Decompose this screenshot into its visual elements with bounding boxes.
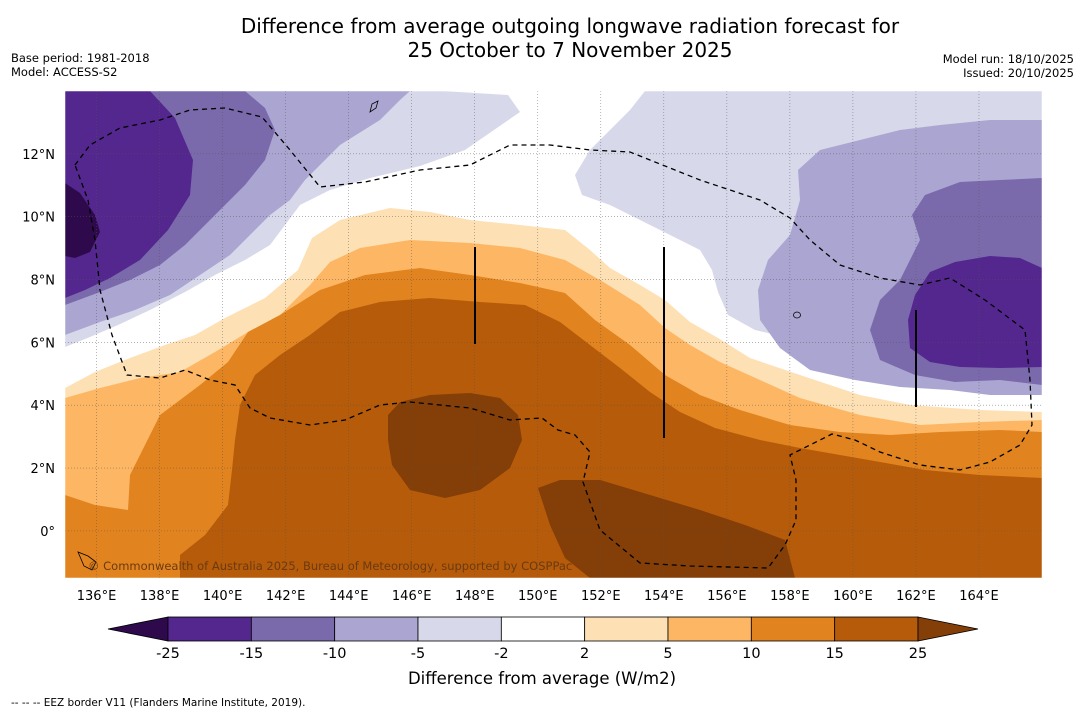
colorbar-segment — [334, 616, 419, 642]
colorbar-tick-label: 25 — [909, 646, 927, 662]
colorbar-segment — [250, 616, 336, 642]
colorbar-segment — [167, 616, 252, 642]
issued-date: Issued: 20/10/2025 — [963, 66, 1074, 80]
longitude-tick-label: 150°E — [518, 589, 558, 604]
run-info: Model run: 18/10/2025 Issued: 20/10/2025 — [943, 52, 1074, 80]
model-run: Model run: 18/10/2025 — [942, 52, 1074, 66]
map-frame — [64, 90, 1043, 579]
colorbar-segment — [500, 616, 586, 642]
colorbar-title: Difference from average (W/m2) — [408, 669, 676, 688]
copyright-text: © Commonwealth of Australia 2025, Bureau… — [88, 559, 572, 573]
longitude-tick-label: 156°E — [707, 589, 747, 604]
contour-neg-15 — [65, 91, 193, 298]
colorbar-tick-label: -10 — [323, 646, 347, 662]
longitude-labels: 136°E 138°E 140°E 142°E 144°E 146°E 148°E 150°E… — [77, 589, 999, 604]
colorbar: -25 -15 -10 -5 -2 2 5 10 15 25 — [107, 616, 979, 662]
contour-neg-25 — [65, 183, 100, 258]
colorbar-tick-label: 5 — [663, 646, 672, 662]
longitude-tick-label: 138°E — [140, 589, 180, 604]
colorbar-tick-label: -25 — [156, 646, 180, 662]
longitude-tick-label: 140°E — [203, 589, 243, 604]
title-line-2: 25 October to 7 November 2025 — [407, 38, 733, 62]
islands — [77, 100, 801, 571]
colorbar-segment — [584, 616, 669, 642]
contour-pos-25-south — [538, 480, 795, 578]
base-period: Base period: 1981-2018 — [11, 51, 150, 65]
colorbar-tick-label: 15 — [825, 646, 843, 662]
longitude-tick-label: 136°E — [77, 589, 117, 604]
latitude-tick-label: 10°N — [22, 211, 55, 226]
island-guam — [369, 100, 379, 113]
longitude-tick-label: 160°E — [833, 589, 873, 604]
longitude-tick-label: 146°E — [392, 589, 432, 604]
longitude-tick-label: 142°E — [266, 589, 306, 604]
longitude-tick-label: 162°E — [896, 589, 936, 604]
contour-neg-15-east — [908, 256, 1042, 368]
longitude-tick-label: 154°E — [644, 589, 684, 604]
olr-anomaly-field — [65, 91, 1042, 578]
latitude-labels: 12°N 10°N 8°N 6°N 4°N 2°N 0° — [22, 148, 55, 540]
latitude-tick-label: 8°N — [31, 274, 56, 289]
island-atoll — [793, 311, 801, 319]
colorbar-extend-low — [107, 616, 169, 642]
longitude-tick-label: 144°E — [329, 589, 369, 604]
colorbar-segment — [750, 616, 836, 642]
colorbar-segment — [417, 616, 502, 642]
title-line-1: Difference from average outgoing longwav… — [240, 14, 900, 38]
colorbar-tick-label: -5 — [411, 646, 425, 662]
colorbar-extend-high — [917, 616, 979, 642]
latitude-tick-label: 6°N — [31, 336, 56, 351]
longitude-tick-label: 158°E — [770, 589, 810, 604]
island-palau — [77, 551, 97, 571]
graticule — [65, 91, 1042, 578]
contour-pos-15 — [180, 298, 1042, 578]
latitude-tick-label: 0° — [40, 525, 55, 540]
colorbar-tick-label: 2 — [580, 646, 589, 662]
latitude-tick-label: 12°N — [22, 148, 55, 163]
colorbar-segment — [667, 616, 752, 642]
eez-legend-text: -- -- -- EEZ border V11 (Flanders Marine… — [11, 697, 305, 709]
colorbar-tick-label: -2 — [494, 646, 508, 662]
colorbar-segment — [834, 616, 919, 642]
longitude-tick-label: 148°E — [455, 589, 495, 604]
model-name: Model: ACCESS-S2 — [11, 65, 118, 79]
latitude-tick-label: 2°N — [31, 462, 56, 477]
longitude-tick-label: 164°E — [959, 589, 999, 604]
colorbar-tick-label: -15 — [239, 646, 263, 662]
latitude-tick-label: 4°N — [31, 399, 56, 414]
longitude-tick-label: 152°E — [581, 589, 621, 604]
model-info: Base period: 1981-2018 Model: ACCESS-S2 — [11, 51, 150, 79]
chart-title: Difference from average outgoing longwav… — [0, 14, 1085, 62]
colorbar-tick-label: 10 — [742, 646, 760, 662]
contour-pos-25-center — [388, 393, 522, 498]
black-lines — [474, 247, 917, 438]
